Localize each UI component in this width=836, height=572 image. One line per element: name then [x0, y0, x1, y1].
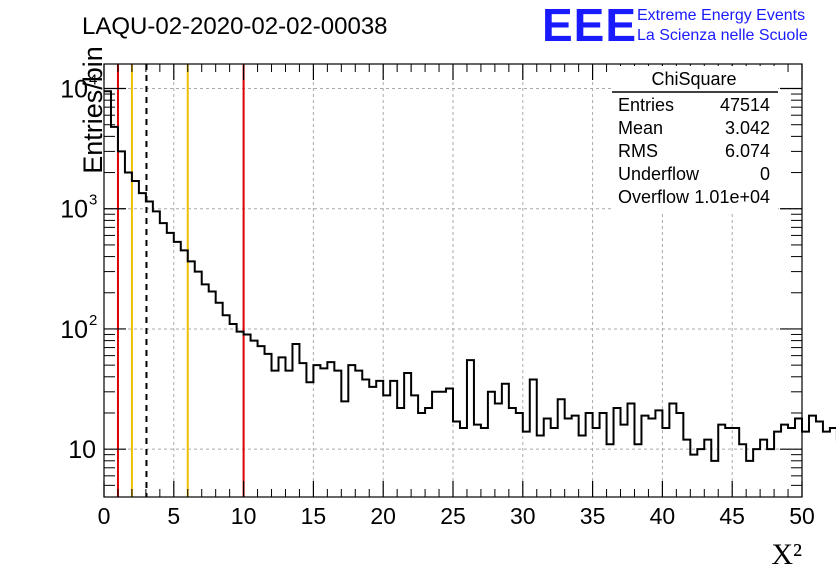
histogram-series: [104, 90, 836, 462]
y-tick-exponent: 2: [89, 312, 97, 329]
stats-value-mean: 3.042: [725, 118, 770, 138]
x-tick-label: 5: [167, 503, 180, 529]
y-axis-label: Entries/bin: [78, 46, 108, 174]
stats-value-rms: 6.074: [725, 141, 770, 161]
x-tick-label: 20: [370, 503, 396, 529]
y-tick-label: 10: [68, 436, 96, 464]
stats-value-entries: 47514: [720, 95, 770, 115]
stats-title: ChiSquare: [651, 69, 736, 89]
logo-mark: EEE: [542, 0, 637, 51]
x-tick-label: 0: [98, 503, 111, 529]
stats-value-underflow: 0: [760, 164, 770, 184]
x-tick-label: 15: [301, 503, 327, 529]
x-tick-label: 40: [650, 503, 676, 529]
eee-logo: EEE Extreme Energy Events La Scienza nel…: [542, 0, 808, 51]
x-tick-label: 45: [719, 503, 745, 529]
stats-label-underflow: Underflow: [618, 164, 700, 184]
logo-line-2: La Scienza nelle Scuole: [637, 27, 808, 44]
x-tick-label: 30: [510, 503, 536, 529]
chart-title: LAQU-02-2020-02-02-00038: [82, 13, 388, 40]
x-tick-label: 10: [231, 503, 257, 529]
stats-box-background: [612, 66, 778, 212]
stats-box: ChiSquare Entries 47514 Mean 3.042 RMS 6…: [612, 66, 778, 212]
stats-label-entries: Entries: [618, 95, 674, 115]
y-tick-label: 10: [60, 76, 88, 104]
logo-line-1: Extreme Energy Events: [637, 7, 805, 24]
stats-label-overflow: Overflow: [618, 187, 690, 207]
x-tick-label: 50: [789, 503, 815, 529]
stats-value-overflow: 1.01e+04: [694, 187, 770, 207]
stats-label-mean: Mean: [618, 118, 663, 138]
y-tick-label: 10: [60, 196, 88, 224]
x-axis-label: X²: [771, 538, 802, 571]
y-tick-exponent: 3: [89, 192, 97, 209]
x-tick-label: 25: [440, 503, 466, 529]
reference-lines: [116, 64, 245, 497]
stats-label-rms: RMS: [618, 141, 658, 161]
y-tick-exponent: 4: [89, 72, 97, 89]
axis-ticks: [103, 64, 803, 498]
x-tick-label: 35: [580, 503, 606, 529]
x-tick-labels: 0 5 10 15 20 25 30 35 40 45 50: [98, 503, 815, 529]
y-tick-label: 10: [60, 316, 88, 344]
